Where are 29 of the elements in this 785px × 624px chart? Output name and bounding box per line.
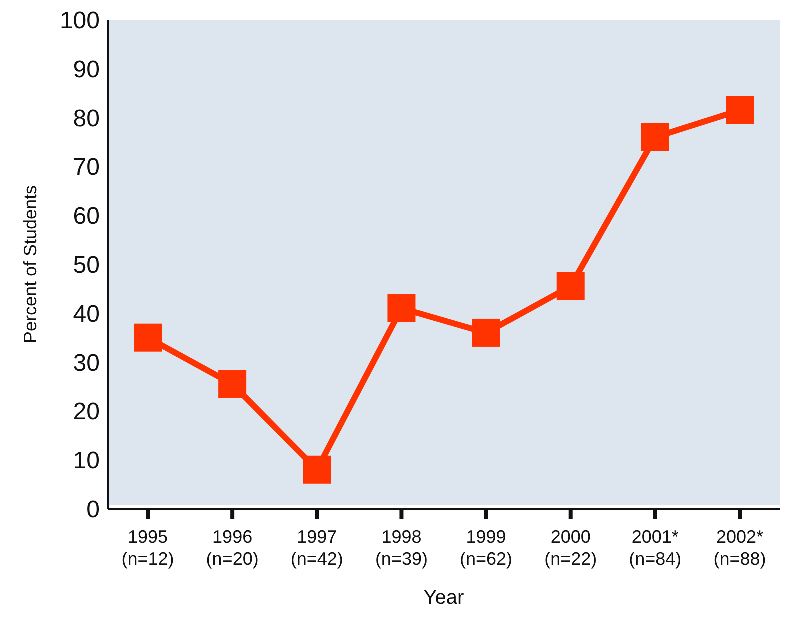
point (388, 294, 416, 323)
x-tick-label: 1996 (n=20) (206, 527, 259, 569)
y-tick-label: 90 (73, 56, 100, 84)
point (556, 272, 585, 301)
x-tick-label: 1997 (n=42) (290, 527, 344, 569)
y-axis-title: Percent of Students (20, 185, 40, 344)
x-tick-label: 1999 (n=62) (460, 527, 513, 569)
x-tick-label: 2000 (n=22) (544, 527, 598, 569)
point (726, 96, 754, 124)
point (641, 123, 670, 152)
x-tick-label: 2002* (n=88) (714, 527, 766, 569)
x-tick-label: 2001* (n=84) (629, 527, 682, 569)
y-tick-label: 30 (73, 350, 100, 377)
y-tick-label: 20 (73, 398, 100, 426)
y-tick-label: 0 (86, 496, 100, 524)
x-axis-title: Year (424, 587, 465, 609)
y-tick-label: 100 (60, 8, 100, 35)
point (134, 324, 162, 352)
x-tick-label: 1998 (n=39) (375, 527, 428, 569)
x-tick-label: 1995 (n=12) (122, 527, 174, 569)
point (472, 318, 500, 347)
y-tick-label: 60 (73, 203, 100, 230)
point (303, 456, 332, 484)
y-tick-label: 70 (73, 154, 100, 182)
y-tick-label: 40 (73, 300, 100, 328)
y-tick-label: 80 (73, 105, 100, 132)
y-tick-label: 50 (73, 252, 100, 280)
point (218, 370, 247, 398)
y-tick-label: 10 (73, 448, 100, 475)
